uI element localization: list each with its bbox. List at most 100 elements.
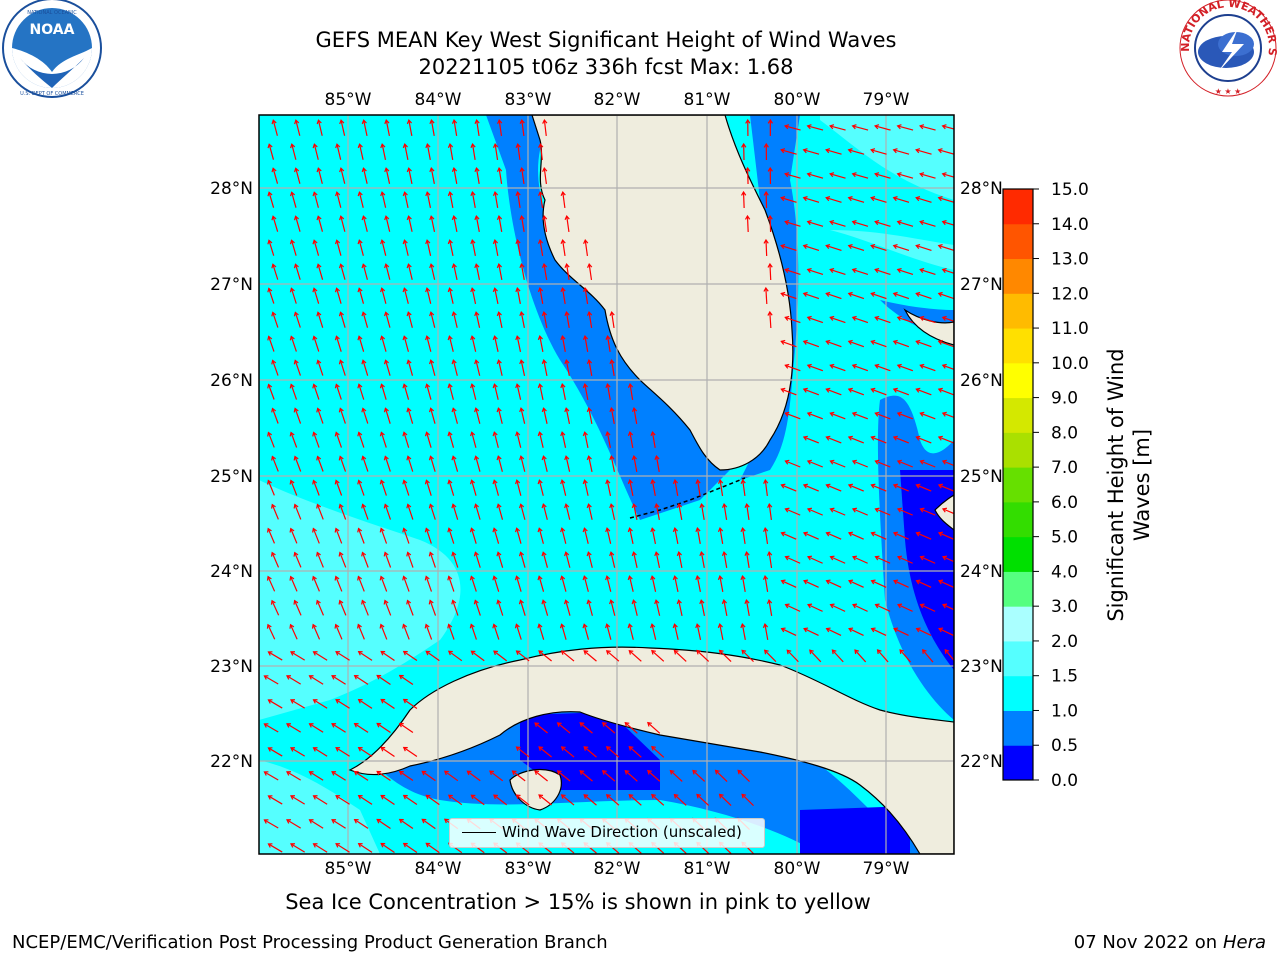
wave-direction-arrow	[605, 746, 620, 758]
wave-direction-arrow	[767, 262, 773, 281]
wave-direction-arrow	[289, 239, 297, 256]
wave-direction-arrow	[293, 455, 302, 472]
wave-direction-arrow	[334, 335, 342, 352]
wave-direction-arrow	[654, 503, 660, 520]
wave-direction-arrow	[893, 579, 909, 588]
wave-direction-arrow	[582, 479, 589, 496]
wave-direction-arrow	[451, 503, 459, 520]
svg-text:★ ★ ★: ★ ★ ★	[1215, 87, 1242, 96]
wave-direction-arrow	[289, 575, 298, 592]
wave-direction-arrow	[311, 623, 321, 640]
wave-direction-arrow	[429, 359, 436, 376]
wave-direction-arrow	[631, 407, 638, 424]
wave-direction-arrow	[803, 627, 819, 636]
wave-direction-arrow	[451, 407, 459, 424]
colorbar-tick-label: 4.0	[1051, 562, 1078, 582]
wave-direction-arrow	[380, 287, 387, 304]
wave-direction-arrow	[784, 459, 801, 468]
wave-direction-arrow	[560, 479, 567, 496]
wave-direction-arrow	[469, 575, 477, 592]
wave-direction-arrow	[289, 623, 298, 640]
wave-direction-arrow	[469, 623, 477, 640]
wave-direction-arrow	[357, 795, 373, 805]
wave-direction-arrow	[631, 599, 638, 616]
wave-direction-arrow	[447, 794, 463, 806]
wave-direction-arrow	[896, 363, 914, 372]
wave-direction-arrow	[290, 143, 297, 160]
wave-direction-arrow	[763, 526, 769, 545]
wave-direction-arrow	[379, 383, 387, 400]
wave-direction-arrow	[847, 483, 864, 492]
wave-direction-arrow	[717, 478, 724, 496]
wave-direction-arrow	[379, 431, 387, 448]
wave-direction-arrow	[892, 243, 910, 251]
wave-direction-arrow	[470, 287, 477, 304]
wave-direction-arrow	[780, 291, 797, 300]
wave-direction-arrow	[780, 627, 797, 636]
wave-direction-arrow	[780, 243, 797, 251]
wave-direction-arrow	[829, 315, 846, 324]
wave-direction-arrow	[741, 793, 754, 807]
wave-direction-arrow	[605, 334, 611, 352]
wave-direction-arrow	[537, 527, 544, 544]
wave-direction-arrow	[271, 263, 279, 280]
wave-direction-arrow	[316, 359, 324, 376]
wave-direction-arrow	[582, 623, 590, 640]
wave-direction-arrow	[492, 335, 499, 352]
wave-region-deep-bahamas	[900, 470, 954, 670]
wave-direction-arrow	[741, 649, 754, 663]
wave-direction-arrow	[941, 315, 954, 322]
wave-direction-arrow	[474, 407, 481, 424]
wave-direction-arrow	[717, 623, 724, 640]
wave-direction-arrow	[650, 431, 656, 448]
wave-direction-arrow	[941, 267, 954, 274]
colorbar-segment	[1003, 640, 1033, 677]
gridlines	[259, 115, 954, 854]
wave-direction-arrow	[425, 191, 432, 208]
wave-direction-arrow	[424, 527, 432, 544]
wave-direction-arrow	[537, 479, 544, 496]
wave-direction-arrow	[896, 507, 913, 516]
wave-direction-arrow	[424, 479, 432, 496]
wave-direction-arrow	[780, 531, 797, 540]
wave-direction-arrow	[802, 148, 820, 155]
wave-direction-arrow	[451, 167, 458, 184]
wave-direction-arrow	[763, 649, 777, 663]
wave-direction-arrow	[628, 745, 642, 758]
wave-direction-arrow	[263, 723, 279, 733]
wave-direction-arrow	[780, 483, 797, 492]
wave-direction-arrow	[443, 770, 459, 782]
wave-direction-arrow	[586, 503, 593, 520]
wave-direction-arrow	[361, 311, 369, 328]
wave-direction-arrow	[361, 551, 369, 568]
lat-tick-right: 24°N	[960, 562, 1003, 582]
wave-direction-arrow	[921, 649, 934, 663]
wave-direction-arrow	[563, 599, 571, 616]
wave-direction-arrow	[402, 431, 410, 448]
wave-direction-arrow	[767, 214, 773, 233]
wave-direction-arrow	[915, 291, 932, 300]
wave-direction-arrow	[380, 143, 387, 160]
wave-direction-arrow	[870, 148, 887, 155]
wave-direction-arrow	[271, 215, 279, 232]
wave-direction-arrow	[802, 531, 819, 540]
colorbar-label-line2: Waves [m]	[1130, 429, 1154, 541]
wave-direction-arrow	[847, 148, 865, 155]
wave-direction-arrow	[289, 287, 297, 304]
wave-direction-arrow	[424, 623, 433, 640]
wave-direction-arrow	[919, 315, 936, 324]
wave-direction-arrow	[406, 503, 414, 520]
wave-direction-arrow	[402, 842, 418, 854]
wave-direction-arrow	[294, 119, 301, 136]
wave-direction-arrow	[451, 359, 458, 376]
wave-direction-arrow	[451, 215, 458, 232]
wave-direction-arrow	[699, 503, 705, 520]
wave-direction-arrow	[492, 575, 500, 592]
wave-direction-arrow	[380, 842, 395, 853]
wave-direction-arrow	[469, 527, 477, 544]
wave-direction-arrow	[380, 746, 395, 757]
wave-direction-arrow	[266, 575, 276, 592]
wave-direction-arrow	[825, 339, 842, 348]
wave-direction-arrow	[802, 196, 820, 203]
wave-direction-arrow	[338, 599, 347, 616]
